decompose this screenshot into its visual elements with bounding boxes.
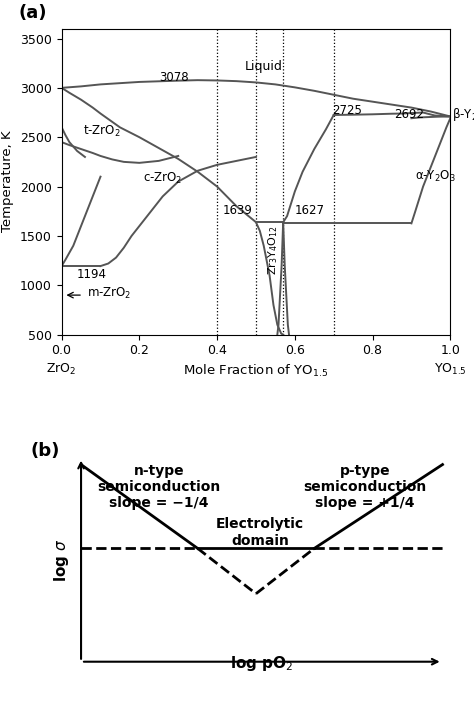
Text: α-Y$_2$O$_3$: α-Y$_2$O$_3$ <box>415 169 456 184</box>
Text: 2725: 2725 <box>332 104 362 117</box>
Text: m-ZrO$_2$: m-ZrO$_2$ <box>87 286 131 301</box>
Y-axis label: Temperature, K: Temperature, K <box>1 131 15 233</box>
Text: Liquid: Liquid <box>245 59 283 72</box>
Text: β-Y$_2$O$_3$: β-Y$_2$O$_3$ <box>452 106 474 123</box>
Text: 1639: 1639 <box>223 204 253 217</box>
Text: (a): (a) <box>19 4 47 22</box>
Text: ZrO$_2$: ZrO$_2$ <box>46 362 77 377</box>
Text: c-ZrO$_2$: c-ZrO$_2$ <box>143 171 182 186</box>
Text: 2692: 2692 <box>394 108 424 121</box>
Text: 1194: 1194 <box>77 268 107 281</box>
Text: 1627: 1627 <box>295 204 325 217</box>
Text: Zr$_3$Y$_4$O$_{12}$: Zr$_3$Y$_4$O$_{12}$ <box>266 226 280 276</box>
Text: log $\sigma$: log $\sigma$ <box>52 538 71 581</box>
Text: t-ZrO$_2$: t-ZrO$_2$ <box>83 124 120 139</box>
Text: log pO$_2$: log pO$_2$ <box>230 654 293 673</box>
Text: YO$_{1.5}$: YO$_{1.5}$ <box>434 362 467 377</box>
Text: n-type
semiconduction
slope = −1/4: n-type semiconduction slope = −1/4 <box>97 464 220 511</box>
Text: Electrolytic
domain: Electrolytic domain <box>216 518 304 548</box>
Text: p-type
semiconduction
slope = +1/4: p-type semiconduction slope = +1/4 <box>303 464 427 511</box>
Text: (b): (b) <box>30 442 60 460</box>
Text: 3078: 3078 <box>159 72 188 84</box>
X-axis label: Mole Fraction of YO$_{1.5}$: Mole Fraction of YO$_{1.5}$ <box>183 363 328 379</box>
